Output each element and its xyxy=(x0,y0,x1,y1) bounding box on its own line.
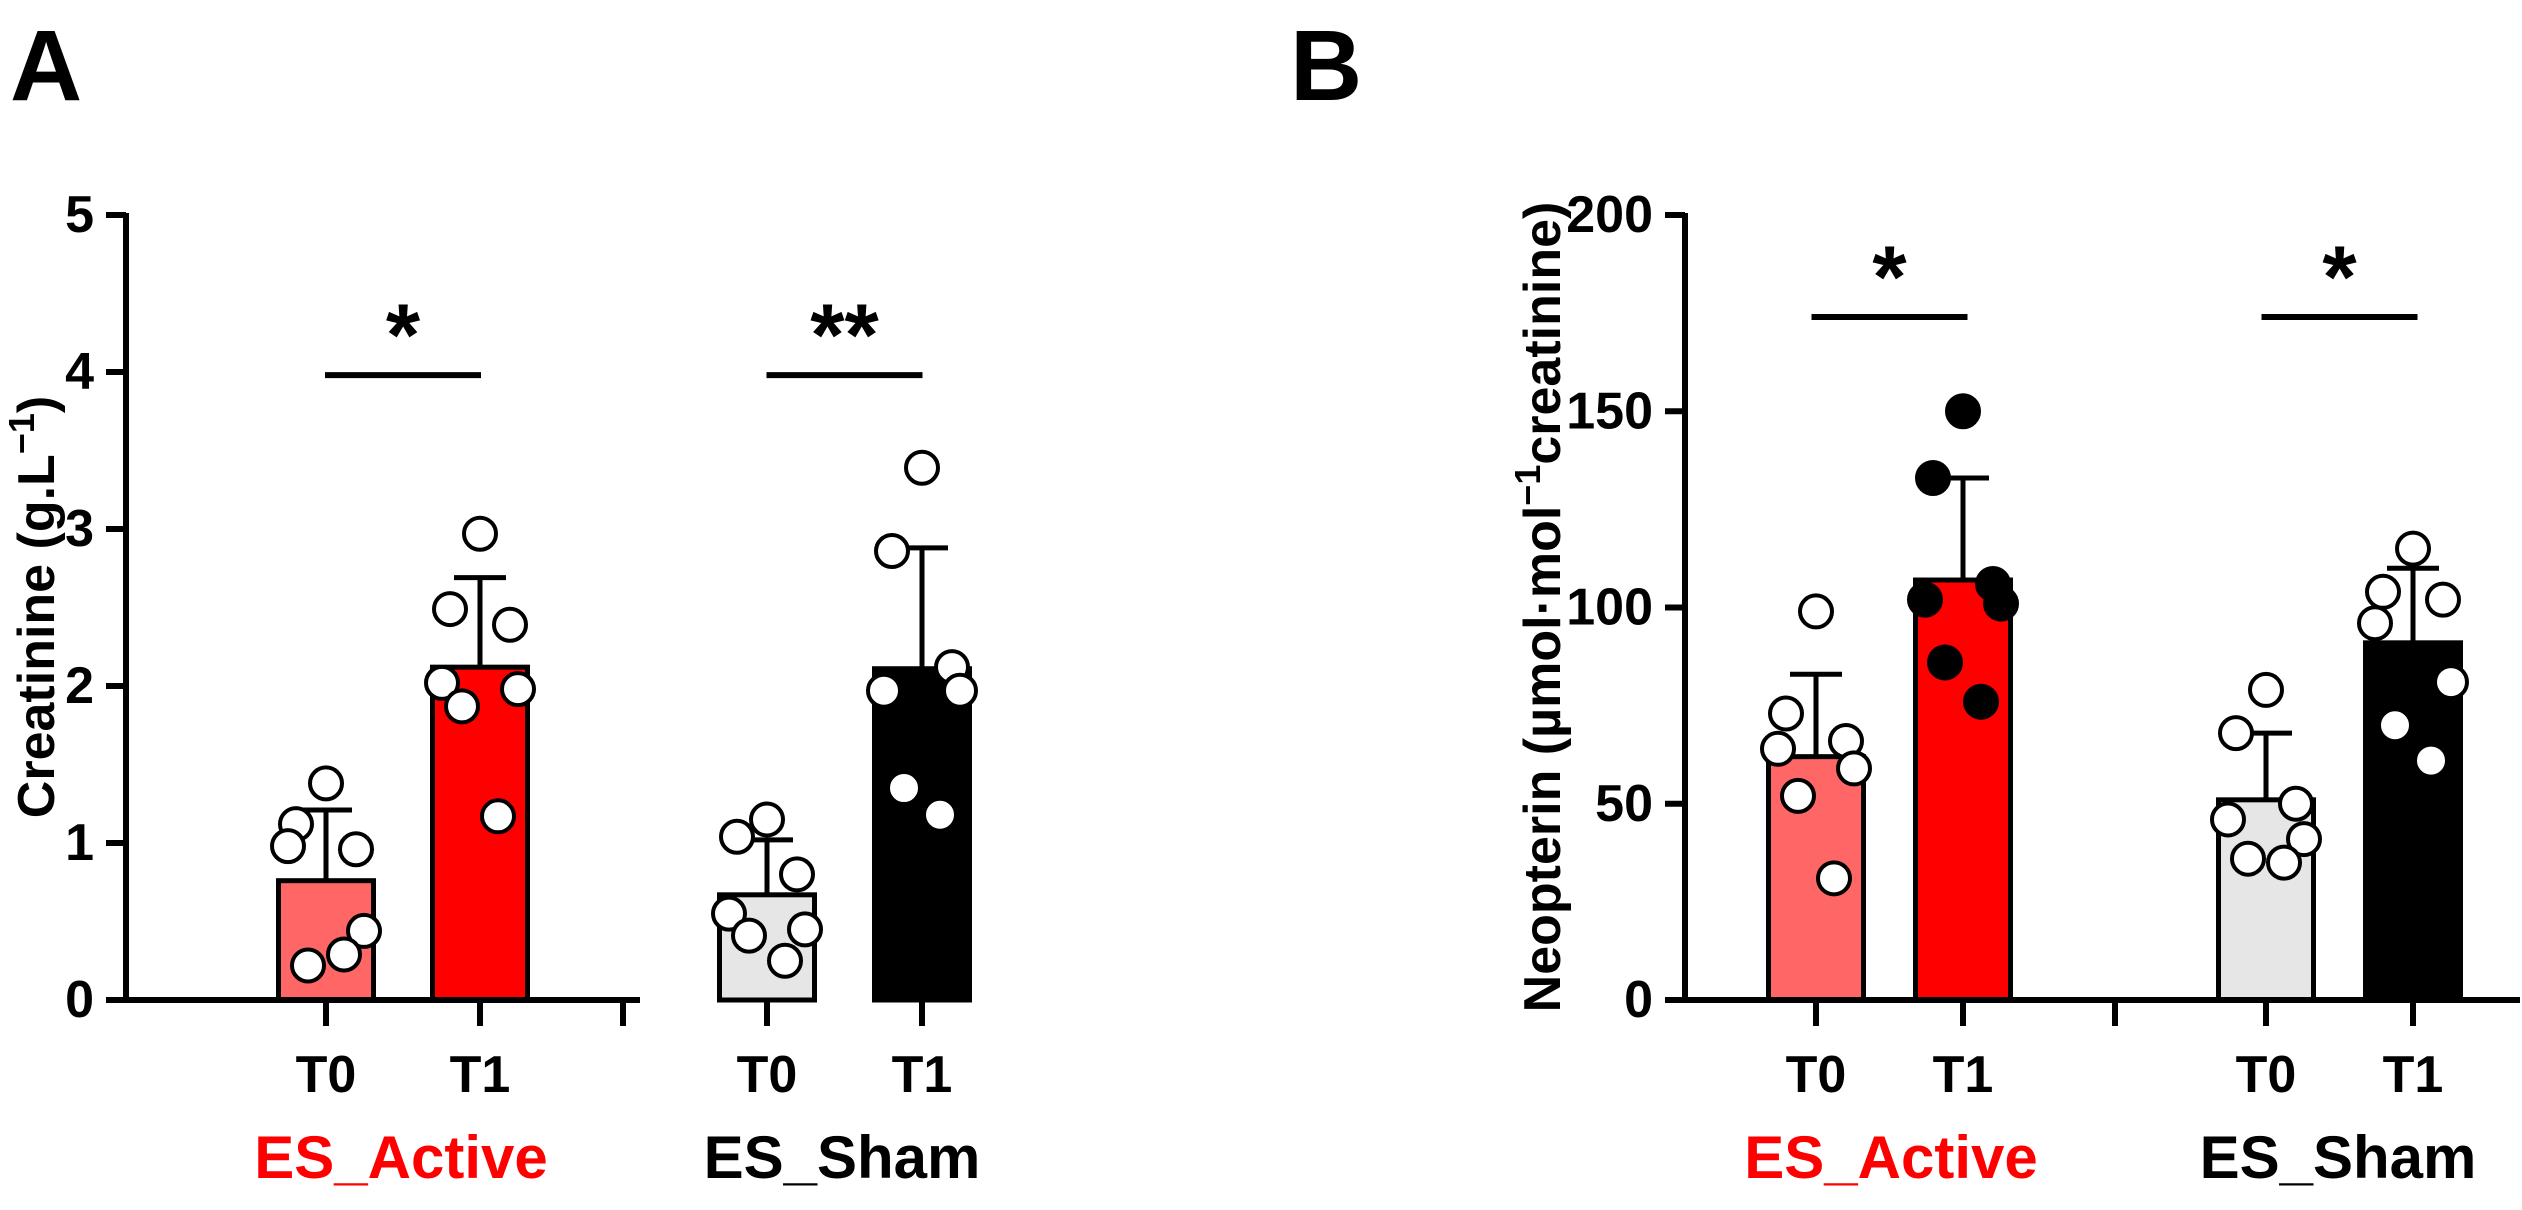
b-y-tick-label: 200 xyxy=(1566,186,1653,244)
a-y-tick-label: 3 xyxy=(65,500,94,558)
b-significance-label: * xyxy=(1872,227,1907,326)
b-group-label-es_active: ES_Active xyxy=(1744,1124,2038,1191)
a-group-label-es_sham: ES_Sham xyxy=(704,1124,981,1191)
b-data-point xyxy=(1927,644,1963,681)
b-bar-1 xyxy=(1913,577,2013,1003)
b-y-tick-label: 150 xyxy=(1566,382,1653,440)
a-y-tick-label: 1 xyxy=(65,814,94,872)
a-data-point xyxy=(719,818,755,855)
b-data-point xyxy=(2433,664,2469,701)
b-data-point xyxy=(1816,860,1852,897)
b-y-tick-label: 50 xyxy=(1595,775,1653,833)
b-x-tick-label: T0 xyxy=(1786,1046,1847,1104)
b-x-tick-label: T0 xyxy=(2236,1046,2297,1104)
b-data-point xyxy=(2413,742,2449,779)
a-data-point xyxy=(904,449,940,486)
a-data-point xyxy=(866,672,902,709)
a-data-point xyxy=(731,917,767,954)
a-data-point xyxy=(942,672,978,709)
a-bar-1 xyxy=(430,664,530,1003)
b-significance-label: * xyxy=(2322,227,2357,326)
a-x-tick-label: T0 xyxy=(737,1046,798,1104)
a-y-tick-label: 4 xyxy=(65,343,94,401)
b-y-tick-label: 0 xyxy=(1624,971,1653,1029)
a-x-tick-label: T0 xyxy=(296,1046,357,1104)
a-data-point xyxy=(500,671,536,708)
a-data-point xyxy=(492,606,528,643)
b-data-point xyxy=(1945,393,1981,430)
b-group-label-es_sham: ES_Sham xyxy=(2200,1124,2477,1191)
a-data-point xyxy=(767,942,803,979)
b-data-point xyxy=(2230,840,2266,877)
a-data-point xyxy=(749,801,785,838)
a-data-point xyxy=(480,798,516,835)
a-y-tick-label: 2 xyxy=(65,657,94,715)
b-x-tick-label: T1 xyxy=(1933,1046,1994,1104)
b-data-point xyxy=(2425,581,2461,618)
a-data-point xyxy=(432,591,468,628)
b-data-point xyxy=(2210,801,2246,838)
b-data-point xyxy=(1768,695,1804,732)
a-data-point xyxy=(290,947,326,984)
panel-b-neopterin-chart: B 0 50 100 150 200 T0 T1 T0 T1 ES_Active ES_Sham * *… xyxy=(1290,10,2520,1191)
b-data-point xyxy=(1907,581,1943,618)
b-data-point xyxy=(1780,777,1816,814)
b-data-point xyxy=(2218,715,2254,752)
a-y-tick-label: 0 xyxy=(65,971,94,1029)
a-x-tick-label: T1 xyxy=(450,1046,511,1104)
a-data-point xyxy=(874,532,910,569)
b-data-point xyxy=(2357,605,2393,642)
a-group-label-es_active: ES_Active xyxy=(254,1124,548,1191)
a-y-tick-label: 5 xyxy=(65,186,94,244)
b-data-point xyxy=(2365,573,2401,610)
a-data-point xyxy=(886,770,922,807)
a-data-point xyxy=(346,912,382,949)
b-y-axis-label: Neopterin (µmol·mol−1creatinine) xyxy=(1507,202,1573,1013)
a-data-point xyxy=(444,688,480,725)
a-data-point xyxy=(308,765,344,802)
b-data-point xyxy=(1760,730,1796,767)
b-data-point xyxy=(1798,593,1834,630)
a-data-point xyxy=(779,856,815,893)
b-data-point xyxy=(2248,671,2284,708)
a-data-point xyxy=(462,515,498,552)
b-data-point xyxy=(2266,844,2302,881)
a-y-axis-label: Creatinine (g.L−1) xyxy=(1,396,67,818)
a-significance-label: ** xyxy=(810,285,879,384)
a-data-point xyxy=(424,664,460,701)
panel-b-label: B xyxy=(1290,10,1362,122)
b-data-point xyxy=(2377,707,2413,744)
panel-a-label: A xyxy=(10,10,82,122)
b-y-tick-label: 100 xyxy=(1566,579,1653,637)
b-data-point xyxy=(1915,459,1951,496)
b-data-point xyxy=(2286,821,2322,858)
b-data-point xyxy=(2395,530,2431,567)
b-data-point xyxy=(1983,585,2019,622)
a-data-point xyxy=(711,895,747,932)
b-x-tick-label: T1 xyxy=(2383,1046,2444,1104)
a-data-point xyxy=(270,828,306,865)
a-significance-label: * xyxy=(386,285,421,384)
a-bar-3 xyxy=(872,666,972,1003)
b-data-point xyxy=(1963,683,1999,720)
a-data-point xyxy=(338,831,374,868)
a-data-point xyxy=(326,936,362,973)
b-data-point xyxy=(2278,785,2314,822)
a-data-point xyxy=(787,911,823,948)
a-x-tick-label: T1 xyxy=(892,1046,953,1104)
b-data-point xyxy=(1836,750,1872,787)
a-data-point xyxy=(922,796,958,833)
